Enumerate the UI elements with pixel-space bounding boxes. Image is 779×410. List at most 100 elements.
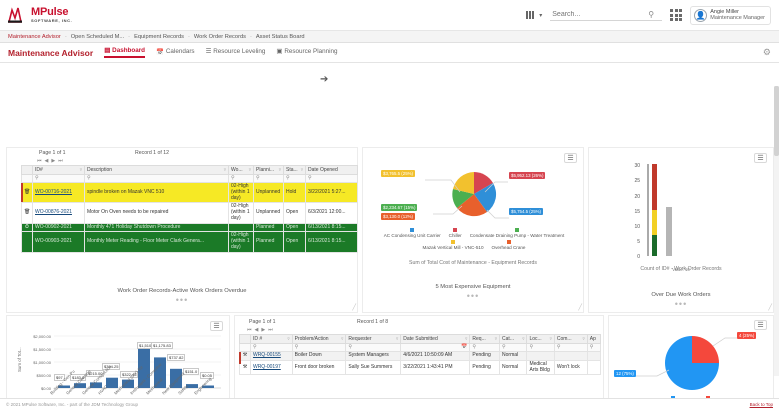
calendar-filter-icon[interactable]: 📅: [400, 343, 471, 352]
cell-id[interactable]: WO-00716-2021: [32, 181, 85, 204]
search-icon[interactable]: ⚲: [648, 10, 655, 19]
legend-item-overhead-crane[interactable]: Overhead Crane: [492, 240, 525, 250]
tab-resource-leveling[interactable]: ☰ Resource Leveling: [206, 48, 266, 57]
resize-handle-icon[interactable]: ╱: [768, 305, 772, 311]
th-approval[interactable]: Ap: [586, 334, 602, 344]
legend-item-ac-condensing[interactable]: AC Condensing Unit Carrier: [384, 228, 441, 238]
filter-icon[interactable]: ▿: [248, 167, 251, 172]
tab-dashboard[interactable]: ▤ Dashboard: [104, 47, 146, 58]
pager-controls[interactable]: ⏮ ◀ ▶ ⏭: [247, 327, 273, 333]
th-planning[interactable]: Planni... ▿: [253, 165, 284, 175]
search-cell-requester[interactable]: ⚲: [345, 343, 402, 352]
search-cell-planning[interactable]: ⚲: [253, 174, 284, 183]
filter-icon[interactable]: ▿: [522, 336, 525, 341]
row-action-icon[interactable]: ⏱: [21, 222, 33, 233]
row-action-icon[interactable]: 🗑: [21, 202, 33, 224]
table-row[interactable]: WO-00903-2021 Monthly Meter Reading - Fl…: [21, 231, 358, 253]
filter-icon[interactable]: ▿: [549, 336, 552, 341]
next-page-icon[interactable]: ▶: [261, 327, 266, 333]
hamburger-menu-icon[interactable]: ☰: [564, 153, 577, 163]
search-cell-description[interactable]: ⚲: [84, 174, 229, 183]
search-cell-approval[interactable]: ⚲: [586, 343, 602, 352]
prev-page-icon[interactable]: ◀: [254, 327, 259, 333]
th-description[interactable]: Description ▿: [84, 165, 229, 175]
filter-icon[interactable]: ▿: [278, 167, 281, 172]
table-row[interactable]: ⚒ WRQ-00197 Front door broken Sally Sue …: [239, 359, 602, 376]
cell-id[interactable]: WRQ-00155: [249, 351, 293, 361]
filter-icon[interactable]: ▿: [79, 167, 82, 172]
resize-handle-icon[interactable]: ╱: [578, 305, 582, 311]
th-requester[interactable]: Requester ▿: [345, 334, 402, 344]
filter-icon[interactable]: ▿: [300, 167, 303, 172]
th-priority[interactable]: Wo... ▿: [228, 165, 254, 175]
vertical-scrollbar[interactable]: [774, 86, 779, 376]
filter-icon[interactable]: ▿: [494, 336, 498, 341]
search-input[interactable]: [552, 11, 649, 18]
grid-apps-icon[interactable]: [670, 9, 683, 21]
row-action-icon[interactable]: 🗑: [21, 181, 33, 204]
cell-id[interactable]: WO-00903-2021: [32, 231, 85, 253]
breadcrumb-item-2[interactable]: Equipment Records: [134, 33, 185, 40]
filter-icon[interactable]: ▿: [341, 336, 344, 341]
th-status[interactable]: Sta... ▿: [283, 165, 306, 175]
first-page-icon[interactable]: ⏮: [37, 158, 42, 164]
last-page-icon[interactable]: ⏭: [268, 327, 273, 333]
cell-id[interactable]: WO-00876-2021: [32, 202, 85, 224]
prev-page-icon[interactable]: ◀: [44, 158, 49, 164]
list-bars-icon[interactable]: ▾: [526, 11, 542, 19]
search-cell-location[interactable]: ⚲: [526, 343, 555, 352]
legend-item-condensate-pump[interactable]: Condensate Draining Pump - Water Treatme…: [470, 228, 564, 238]
th-id[interactable]: ID # ▿: [249, 334, 293, 344]
legend-item-mazak-mill[interactable]: Mazak Vertical Mill - VNC-510: [423, 240, 484, 250]
table-row[interactable]: ⚒ WRQ-00155 Boiler Down System Managers …: [239, 351, 602, 361]
search-cell-date[interactable]: ⚲: [305, 174, 358, 183]
search-cell-category[interactable]: ⚲: [499, 343, 528, 352]
panel-options-dots[interactable]: •••: [674, 299, 688, 309]
breadcrumb-item-0[interactable]: Maintenance Advisor: [8, 33, 61, 40]
breadcrumb-item-3[interactable]: Work Order Records: [193, 33, 246, 40]
search-cell-id[interactable]: ⚲: [32, 174, 85, 183]
table-row[interactable]: 🗑 WO-00876-2021 Motor On Oven needs to b…: [21, 202, 358, 224]
breadcrumb-item-4[interactable]: Asset Status Board: [255, 33, 305, 40]
filter-icon[interactable]: ▿: [465, 336, 468, 341]
user-menu[interactable]: 👤 Angie Miller Maintenance Manager: [690, 5, 771, 25]
resize-handle-icon[interactable]: ╱: [352, 305, 356, 311]
th-date-submitted[interactable]: Date Submitted ▿: [400, 334, 471, 344]
table-row[interactable]: 🗑 WO-00716-2021 spindle broken on Mazak …: [21, 181, 358, 204]
cell-id[interactable]: WO-00902-2021: [32, 222, 85, 233]
panel-options-dots[interactable]: •••: [466, 291, 480, 301]
first-page-icon[interactable]: ⏮: [247, 327, 252, 333]
th-location[interactable]: Loc... ▿: [526, 334, 555, 344]
th-problem[interactable]: Problem/Action ▿: [291, 334, 347, 344]
table-search-row[interactable]: ⚲ ⚲ ⚲ 📅 ⚲ ⚲ ⚲ ⚲ ⚲: [239, 343, 602, 352]
gear-icon[interactable]: ⚙: [762, 47, 771, 57]
row-action-icon[interactable]: ⚒: [239, 359, 251, 376]
tab-calendars[interactable]: 📅 Calendars: [156, 48, 195, 58]
panel-options-dots[interactable]: •••: [175, 295, 189, 305]
tab-resource-planning[interactable]: ▣ Resource Planning: [276, 48, 337, 57]
th-comments[interactable]: Com... ▿: [553, 334, 588, 344]
filter-icon[interactable]: ▿: [223, 167, 226, 172]
th-req-status[interactable]: Req... ▿: [469, 334, 501, 344]
hamburger-menu-icon[interactable]: ☰: [754, 153, 767, 163]
table-row[interactable]: ⏱ WO-00902-2021 Monthly 471 Holiday Shut…: [21, 222, 358, 233]
brand-logo[interactable]: MPulse SOFTWARE, INC.: [7, 7, 72, 23]
search-cell-comments[interactable]: ⚲: [553, 343, 588, 352]
search-cell-id[interactable]: ⚲: [249, 343, 293, 352]
breadcrumb-item-1[interactable]: Open Scheduled M...: [70, 33, 125, 40]
filter-icon[interactable]: ▿: [287, 336, 290, 341]
th-date-opened[interactable]: Date Opened: [305, 165, 358, 175]
last-page-icon[interactable]: ⏭: [58, 158, 63, 164]
search-cell-priority[interactable]: ⚲: [228, 174, 254, 183]
search-cell-problem[interactable]: ⚲: [291, 343, 347, 352]
filter-icon[interactable]: ▿: [582, 336, 585, 341]
th-category[interactable]: Cat... ▿: [499, 334, 528, 344]
scrollbar-thumb[interactable]: [774, 86, 779, 156]
search-cell-req[interactable]: ⚲: [469, 343, 501, 352]
hamburger-menu-icon[interactable]: ☰: [210, 321, 223, 331]
table-search-row[interactable]: ⚲ ⚲ ⚲ ⚲ ⚲ ⚲: [21, 174, 358, 183]
next-page-icon[interactable]: ▶: [51, 158, 56, 164]
pager-controls[interactable]: ⏮ ◀ ▶ ⏭: [37, 158, 63, 164]
th-id[interactable]: ID# ▿: [32, 165, 85, 175]
row-action-icon[interactable]: ⚒: [239, 351, 251, 361]
